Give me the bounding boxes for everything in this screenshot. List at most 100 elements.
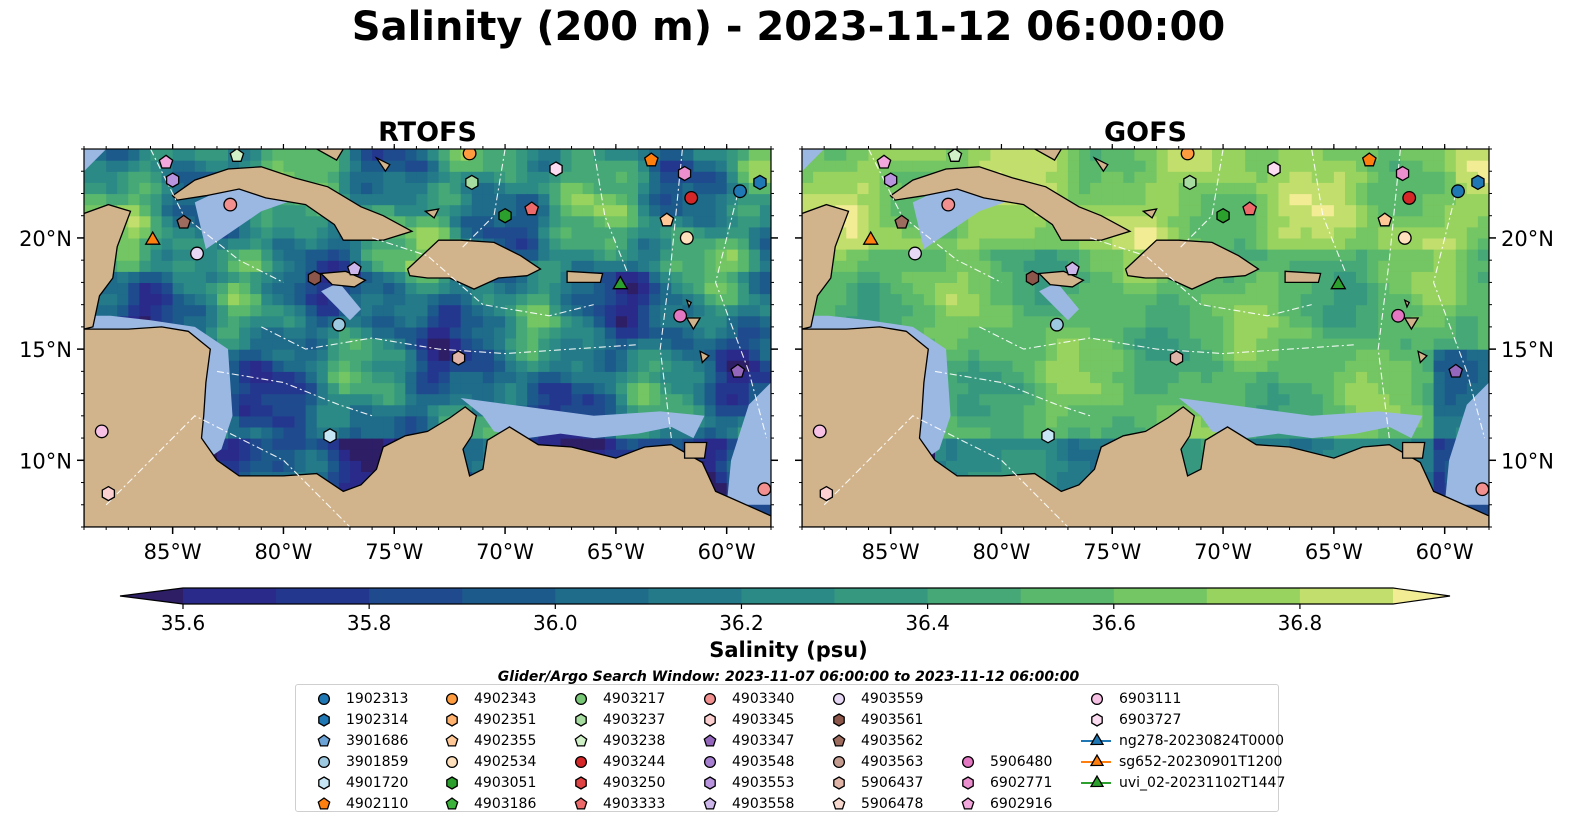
rtofs-map-panel: RTOFS 85°W 80°W 75°W 70°W 65°W 60°W 20°N 15°N 10°… [19,117,778,564]
legend-label: 5906480 [990,754,1053,770]
shelf-area [1039,282,1079,321]
legend-label: 5906437 [861,775,924,791]
legend-marker-shape [833,776,845,790]
lat-tick-label: 20°N [1501,227,1554,251]
legend-marker [832,797,846,810]
boundary-line [868,149,1002,283]
colorbar-tick-label: 36.2 [719,611,764,635]
legend-marker [1081,774,1111,788]
legend-marker [704,713,716,727]
legend-marker [703,734,717,747]
observation-marker [1267,161,1281,177]
land-cuba [889,166,1132,241]
land-centralam [84,326,771,527]
observation-marker [612,275,629,290]
colorbar-bin [741,588,836,604]
legend-marker [832,692,846,706]
observation-marker [643,152,659,167]
legend-label: 4902355 [474,733,537,749]
legend-marker [446,713,458,727]
shelf-area [321,282,361,321]
observation-marker [1471,174,1485,191]
legend-label: 4902534 [474,754,537,770]
figure-title: Salinity (200 m) - 2023-11-12 06:00:00 [351,4,1226,50]
observation-marker [1402,190,1417,205]
land-trinidad [1401,441,1426,459]
colorbar-bin [462,588,556,604]
lon-tick-label: 65°W [587,540,645,564]
observation-marker [323,428,337,444]
legend-marker [445,734,459,747]
observation-marker [679,230,694,245]
legend-label: 4903333 [603,796,666,812]
boundary-line [216,370,373,417]
legend-marker [575,713,587,727]
observation-marker [1451,184,1465,199]
legend-marker-shape [1090,692,1104,706]
observation-marker [176,214,192,229]
panel-title: GOFS [1104,117,1187,148]
observation-marker [908,246,922,261]
legend-label: 4903238 [603,733,666,749]
boundary-line [105,415,351,527]
legend-marker [574,797,588,810]
legend-marker-shape [575,713,587,727]
legend-label: 4903548 [732,754,795,770]
observation-marker [677,165,692,182]
lon-tick-label: 85°W [144,540,202,564]
legend-marker [1090,692,1104,706]
land-inagua [1141,208,1158,219]
observation-marker [465,174,479,191]
legend-marker-shape [318,713,330,727]
land-bahamas [315,149,345,161]
legend-marker [445,797,459,810]
land-jamaica [1037,270,1085,288]
legend-marker [318,776,330,790]
colorbar-tick-label: 36.0 [533,611,578,635]
legend-label: 6903727 [1119,712,1182,728]
legend-marker-shape [832,692,846,706]
legend-marker-shape [704,713,716,727]
boundary-line [979,326,1357,355]
boundary-line [1433,193,1486,439]
legend-marker [575,776,587,790]
legend-marker-shape [1089,774,1105,788]
observation-marker [673,308,688,323]
legend-label: 4901720 [346,775,409,791]
observation-marker [1180,149,1195,161]
colorbar-tick-label: 35.8 [347,611,392,635]
legend-marker [445,692,459,706]
observation-marker [1025,270,1040,286]
boundary-line [1377,149,1401,439]
legend-label: ng278-20230824T0000 [1119,733,1284,749]
legend-marker [446,776,458,790]
colorbar-tick-label: 36.4 [905,611,950,635]
land-martinique [699,350,710,364]
colorbar-bin [927,588,1022,604]
boundary-line [1311,149,1346,272]
observation-marker [462,149,477,161]
land-hispaniola [406,239,542,290]
legend-marker [318,713,330,727]
land-cuba [171,166,414,241]
observation-marker [346,261,362,276]
legend-label: 6902916 [990,796,1053,812]
observation-marker [1330,275,1347,290]
legend-marker-shape [445,797,459,810]
observation-marker [1395,165,1410,182]
land-puertorico [566,270,604,284]
legend-label: 4902110 [346,796,409,812]
observation-marker [307,270,322,286]
observation-marker [1064,261,1080,276]
legend-marker [317,797,331,810]
legend-label: 3901859 [346,754,409,770]
legend-marker-shape [703,797,717,810]
colorbar-label: Salinity (psu) [709,638,868,662]
legend-label: 4903559 [861,691,924,707]
legend-label: 4903345 [732,712,795,728]
land-guadeloupe [685,317,702,331]
gofs-map-panel: GOFS 85°W 80°W 75°W 70°W 65°W 60°W 20°N 15°N 10°N [795,117,1554,564]
observation-marker [883,172,898,188]
land-yucatan [84,203,132,330]
